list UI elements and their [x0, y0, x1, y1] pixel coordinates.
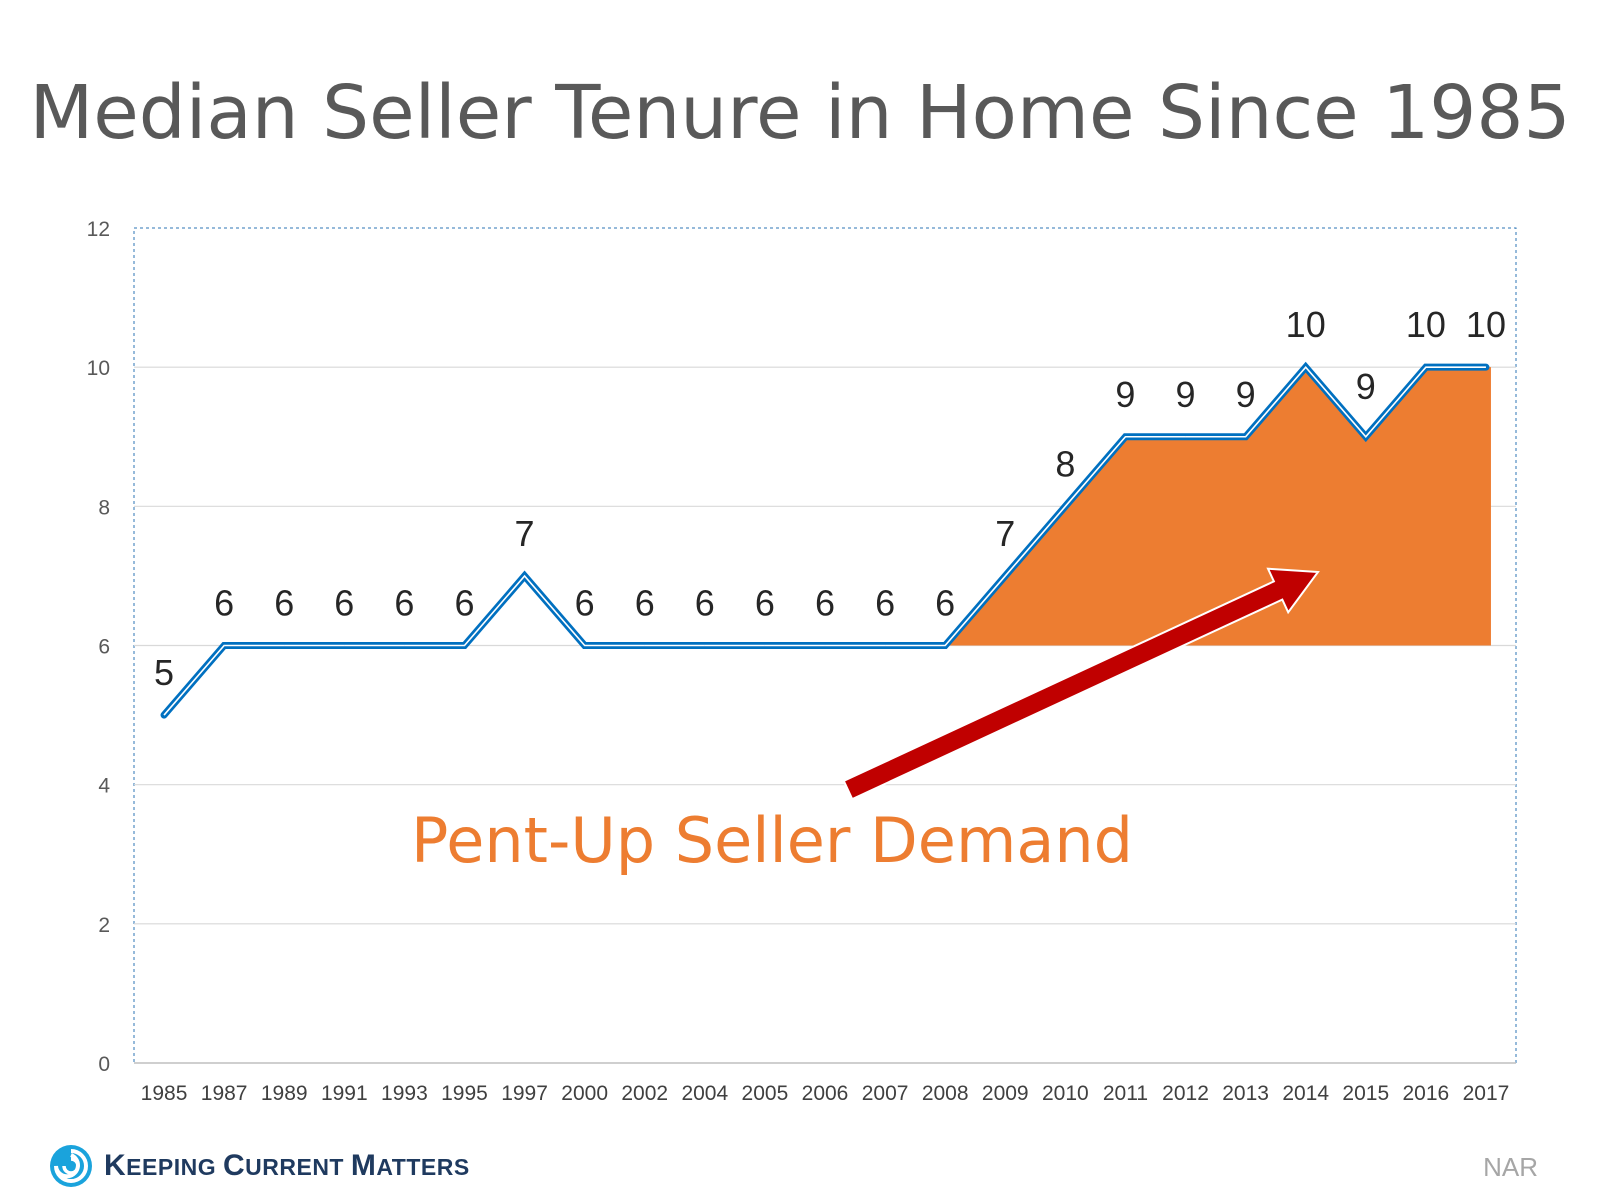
data-label: 10	[1466, 304, 1506, 345]
x-tick-label: 2013	[1222, 1082, 1269, 1105]
x-tick-label: 2006	[802, 1082, 849, 1105]
x-tick-label: 2016	[1403, 1082, 1450, 1105]
data-label: 10	[1286, 304, 1326, 345]
y-tick-label: 8	[98, 496, 110, 519]
data-label: 6	[875, 583, 895, 624]
brand-logo: KEEPING CURRENT MATTERS	[48, 1142, 470, 1190]
y-tick-label: 0	[98, 1053, 110, 1076]
x-tick-label: 2010	[1042, 1082, 1089, 1105]
y-tick-label: 6	[98, 636, 110, 659]
data-label: 6	[274, 583, 294, 624]
source-label: NAR	[1483, 1152, 1538, 1182]
data-label: 7	[515, 513, 535, 554]
data-label: 8	[1055, 443, 1075, 484]
data-label: 7	[995, 513, 1015, 554]
x-tick-label: 1987	[201, 1082, 248, 1105]
x-tick-label: 2004	[681, 1082, 728, 1105]
x-tick-label: 2005	[742, 1082, 789, 1105]
x-tick-label: 1995	[441, 1082, 488, 1105]
data-label: 9	[1236, 374, 1256, 415]
shaded-area	[945, 367, 1491, 646]
arrow-icon	[842, 567, 1320, 801]
y-tick-label: 2	[98, 914, 110, 937]
data-label: 6	[454, 583, 474, 624]
data-label: 9	[1356, 366, 1376, 407]
swirl-icon	[50, 1145, 92, 1187]
y-axis: 0 2 4 6 8 10 12	[87, 218, 111, 1076]
x-tick-label: 1985	[141, 1082, 188, 1105]
chart-title: Median Seller Tenure in Home Since 1985	[29, 70, 1571, 156]
series-layer	[160, 361, 1490, 719]
data-label: 5	[154, 652, 174, 693]
brand-name: KEEPING CURRENT MATTERS	[104, 1149, 470, 1182]
data-label: 6	[334, 583, 354, 624]
annotation-text: Pent-Up Seller Demand	[411, 804, 1133, 877]
y-tick-label: 12	[87, 218, 110, 241]
data-label: 9	[1115, 374, 1135, 415]
pent-up-area	[945, 367, 1491, 646]
data-label: 6	[635, 583, 655, 624]
x-tick-label: 2009	[982, 1082, 1029, 1105]
x-tick-label: 2002	[621, 1082, 668, 1105]
x-tick-label: 2007	[862, 1082, 909, 1105]
x-tick-label: 2017	[1463, 1082, 1510, 1105]
data-label: 6	[815, 583, 835, 624]
data-label: 6	[755, 583, 775, 624]
annotation: Pent-Up Seller Demand	[411, 567, 1320, 877]
x-tick-label: 2014	[1282, 1082, 1329, 1105]
x-tick-label: 1993	[381, 1082, 428, 1105]
x-tick-label: 1991	[321, 1082, 368, 1105]
x-tick-label: 2008	[922, 1082, 969, 1105]
data-label: 6	[935, 583, 955, 624]
x-tick-label: 1989	[261, 1082, 308, 1105]
x-tick-label: 1997	[501, 1082, 548, 1105]
data-label: 10	[1406, 304, 1446, 345]
x-tick-label: 2011	[1103, 1082, 1148, 1105]
x-tick-label: 2000	[561, 1082, 608, 1105]
data-label: 6	[394, 583, 414, 624]
y-tick-label: 10	[87, 357, 110, 380]
y-tick-label: 4	[98, 775, 110, 798]
data-label: 6	[695, 583, 715, 624]
x-tick-label: 2012	[1162, 1082, 1209, 1105]
data-label: 6	[214, 583, 234, 624]
x-tick-label: 2015	[1342, 1082, 1389, 1105]
data-label: 6	[575, 583, 595, 624]
x-axis: 1985 1987 1989 1991 1993 1995 1997 2000 2002 2004…	[134, 1062, 1516, 1105]
data-label: 9	[1176, 374, 1196, 415]
